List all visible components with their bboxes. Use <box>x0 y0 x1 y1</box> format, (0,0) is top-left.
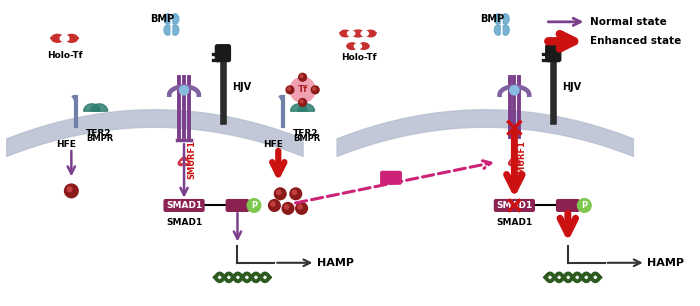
Ellipse shape <box>340 30 351 37</box>
Text: HAMP: HAMP <box>317 258 354 268</box>
Polygon shape <box>178 156 190 166</box>
Text: P: P <box>581 201 587 210</box>
Circle shape <box>312 86 319 94</box>
Ellipse shape <box>358 43 369 49</box>
Circle shape <box>67 187 72 192</box>
Ellipse shape <box>354 43 362 49</box>
Text: SMAD1: SMAD1 <box>166 201 202 210</box>
Circle shape <box>282 203 294 214</box>
Text: SMURF1: SMURF1 <box>518 140 526 179</box>
Circle shape <box>510 86 519 95</box>
Text: Holo-Tf: Holo-Tf <box>341 53 377 62</box>
Text: HAMP: HAMP <box>648 258 685 268</box>
Polygon shape <box>494 14 500 24</box>
Text: HFE: HFE <box>263 140 284 149</box>
Ellipse shape <box>347 31 355 36</box>
Polygon shape <box>83 104 100 111</box>
Text: BMPR: BMPR <box>293 133 320 143</box>
Circle shape <box>313 88 316 90</box>
Circle shape <box>299 99 307 106</box>
Circle shape <box>299 73 307 81</box>
Ellipse shape <box>352 30 362 37</box>
FancyBboxPatch shape <box>216 45 230 62</box>
Polygon shape <box>503 25 509 35</box>
Polygon shape <box>503 14 509 24</box>
Text: SMAD1: SMAD1 <box>166 218 202 227</box>
FancyBboxPatch shape <box>546 45 561 62</box>
Circle shape <box>296 203 307 214</box>
Text: BMPR: BMPR <box>86 133 113 143</box>
Circle shape <box>300 75 303 78</box>
Text: SMAD1: SMAD1 <box>496 201 533 210</box>
Ellipse shape <box>60 35 69 41</box>
Circle shape <box>293 190 296 194</box>
Polygon shape <box>290 104 307 111</box>
Text: BMP: BMP <box>150 14 174 24</box>
Text: Enhanced state: Enhanced state <box>590 36 681 46</box>
Circle shape <box>284 205 288 209</box>
Ellipse shape <box>51 34 64 42</box>
Polygon shape <box>91 104 108 111</box>
Circle shape <box>276 190 281 194</box>
Circle shape <box>286 86 294 94</box>
Text: P: P <box>251 201 257 210</box>
FancyBboxPatch shape <box>556 200 579 211</box>
Circle shape <box>288 88 290 90</box>
Circle shape <box>298 205 302 209</box>
Text: TFR2: TFR2 <box>293 129 318 138</box>
Polygon shape <box>494 25 500 35</box>
Ellipse shape <box>361 31 368 36</box>
Ellipse shape <box>354 30 364 37</box>
Text: SMURF1: SMURF1 <box>188 140 196 179</box>
FancyBboxPatch shape <box>494 200 534 211</box>
Text: HJV: HJV <box>562 82 581 92</box>
Text: Normal state: Normal state <box>590 17 667 27</box>
Circle shape <box>64 184 78 198</box>
Circle shape <box>300 100 303 103</box>
Text: SMAD1: SMAD1 <box>496 218 533 227</box>
Text: Tf: Tf <box>298 85 308 94</box>
Polygon shape <box>173 25 178 35</box>
Text: BMP: BMP <box>480 14 504 24</box>
Circle shape <box>271 202 275 206</box>
Text: HFE: HFE <box>57 140 76 149</box>
Circle shape <box>179 86 189 95</box>
Circle shape <box>578 199 591 212</box>
Circle shape <box>269 200 280 211</box>
Text: TFR2: TFR2 <box>86 129 111 138</box>
Ellipse shape <box>65 34 78 42</box>
Text: Holo-Tf: Holo-Tf <box>47 51 83 60</box>
FancyBboxPatch shape <box>226 200 248 211</box>
Ellipse shape <box>365 30 376 37</box>
FancyBboxPatch shape <box>381 171 401 184</box>
Polygon shape <box>509 156 520 166</box>
Polygon shape <box>164 14 170 24</box>
Circle shape <box>274 188 286 200</box>
Circle shape <box>290 77 315 103</box>
FancyBboxPatch shape <box>164 200 204 211</box>
Polygon shape <box>173 14 178 24</box>
Circle shape <box>290 188 302 200</box>
Text: HJV: HJV <box>232 82 251 92</box>
Polygon shape <box>164 25 170 35</box>
Polygon shape <box>298 104 314 111</box>
Circle shape <box>247 199 261 212</box>
Ellipse shape <box>347 43 357 49</box>
